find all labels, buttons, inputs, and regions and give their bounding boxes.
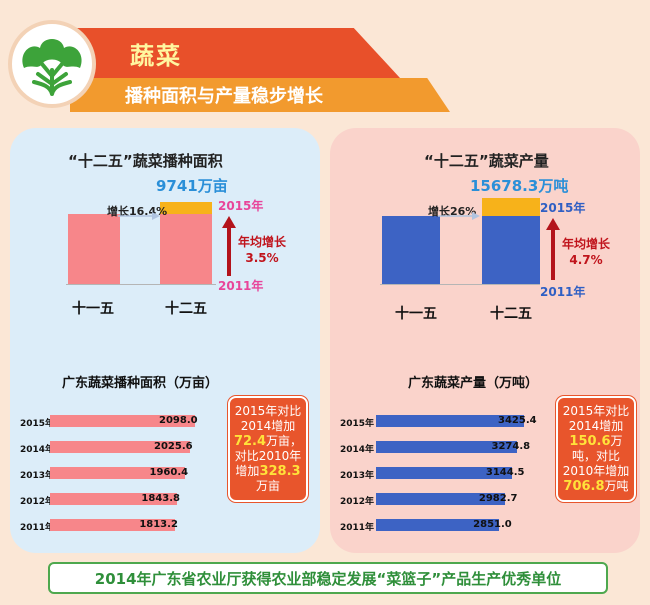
- bar: [50, 493, 178, 505]
- bar-period-11th: [382, 215, 440, 284]
- bar-value-label: 2025.6: [153, 441, 193, 452]
- chart-baseline: [66, 284, 216, 285]
- note-highlight: 328.3: [259, 464, 301, 479]
- year-label-bottom: 2011年: [218, 279, 264, 293]
- output-chart-title: “十二五”蔬菜产量: [424, 152, 549, 170]
- up-arrow-icon: [222, 216, 236, 276]
- year-label-top: 2015年: [540, 201, 586, 215]
- bar-value-label: 2982.7: [478, 493, 518, 504]
- footer-banner: 2014年广东省农业厅获得农业部稳定发展“菜篮子”产品生产优秀单位: [48, 562, 608, 594]
- bar: [376, 493, 505, 505]
- note-highlight: 706.8: [563, 479, 605, 494]
- bar-year-label: 2014年: [20, 445, 55, 455]
- bar-value-label: 2098.0: [159, 415, 198, 426]
- chart-baseline: [380, 284, 540, 285]
- header-band: [70, 28, 400, 78]
- bar-period-12th: [482, 215, 540, 284]
- bar-year-label: 2014年: [340, 445, 375, 455]
- note-text: 万吨，对比2010年增加: [562, 434, 630, 478]
- period-label-11th: 十一五: [395, 306, 437, 322]
- subheader-band: [70, 78, 450, 112]
- bar-value-label: 1813.2: [139, 519, 178, 530]
- year-label-bottom: 2011年: [540, 285, 586, 299]
- area-total-value: 9741万亩: [156, 177, 228, 195]
- period-label-11th: 十一五: [72, 301, 114, 317]
- period-label-12th: 十二五: [165, 301, 207, 317]
- output-note-box: 2015年对比2014增加150.6万吨，对比2010年增加706.8万吨: [556, 396, 636, 502]
- bar-value-label: 1843.8: [141, 493, 181, 504]
- bar-value-label: 3425.4: [498, 415, 537, 426]
- up-arrow-icon: [546, 218, 560, 280]
- year-label-top: 2015年: [218, 199, 264, 213]
- bar: [376, 467, 512, 479]
- note-text: 万亩: [255, 479, 280, 493]
- bar-increment: [482, 198, 540, 216]
- bar-period-11th: [68, 213, 120, 284]
- bar-increment: [160, 202, 212, 214]
- growth-arrow-icon: [438, 212, 480, 220]
- logo-badge: [8, 20, 96, 108]
- note-text: 2015年对比2014增加: [234, 404, 302, 433]
- area-note-box: 2015年对比2014增加72.4万亩，对比2010年增加328.3万亩: [228, 396, 308, 502]
- bar-year-label: 2013年: [20, 471, 55, 481]
- note-text: 万吨: [604, 479, 629, 493]
- bar: [50, 519, 176, 531]
- avg-growth-label: 年均增长 4.7%: [562, 236, 610, 268]
- bar: [376, 441, 518, 453]
- period-label-12th: 十二五: [490, 306, 532, 322]
- note-text: 2015年对比2014增加: [562, 404, 630, 433]
- avg-growth-text: 年均增长: [562, 237, 611, 251]
- avg-growth-value: 4.7%: [569, 253, 603, 267]
- bar-value-label: 2851.0: [473, 519, 512, 530]
- area-chart-title: “十二五”蔬菜播种面积: [68, 152, 223, 170]
- bar-year-label: 2011年: [340, 523, 375, 533]
- bar-year-label: 2011年: [20, 523, 55, 533]
- avg-growth-label: 年均增长 3.5%: [238, 234, 286, 266]
- bar: [376, 415, 524, 427]
- bar-year-label: 2012年: [340, 497, 375, 507]
- output-total-value: 15678.3万吨: [470, 177, 569, 195]
- avg-growth-text: 年均增长: [238, 235, 287, 249]
- note-highlight: 150.6: [569, 434, 611, 449]
- bar: [50, 441, 190, 453]
- bar-value-label: 3144.5: [485, 467, 525, 478]
- bar-value-label: 3274.8: [491, 441, 531, 452]
- bar-year-label: 2015年: [20, 419, 55, 429]
- bar-year-label: 2015年: [340, 419, 375, 429]
- growth-label: 增长26%: [428, 205, 477, 218]
- footer-text: 2014年广东省农业厅获得农业部稳定发展“菜篮子”产品生产优秀单位: [94, 569, 562, 588]
- bar-value-label: 1960.4: [149, 467, 189, 478]
- growth-arrow-icon: [118, 212, 160, 220]
- note-text: 万亩，对比2010年增加: [234, 434, 303, 478]
- section-subtitle: 播种面积与产量稳步增长: [125, 86, 323, 107]
- bar: [50, 415, 195, 427]
- bar: [50, 467, 186, 479]
- bar-year-label: 2012年: [20, 497, 55, 507]
- note-highlight: 72.4: [233, 434, 267, 449]
- bar-year-label: 2013年: [340, 471, 375, 481]
- vegetable-icon: [22, 39, 82, 96]
- bar-period-12th: [160, 213, 212, 284]
- output-history-title: 广东蔬菜产量（万吨）: [408, 376, 539, 391]
- area-history-title: 广东蔬菜播种面积（万亩）: [62, 376, 219, 391]
- bar: [376, 519, 500, 531]
- section-title: 蔬菜: [130, 42, 182, 70]
- avg-growth-value: 3.5%: [245, 251, 279, 265]
